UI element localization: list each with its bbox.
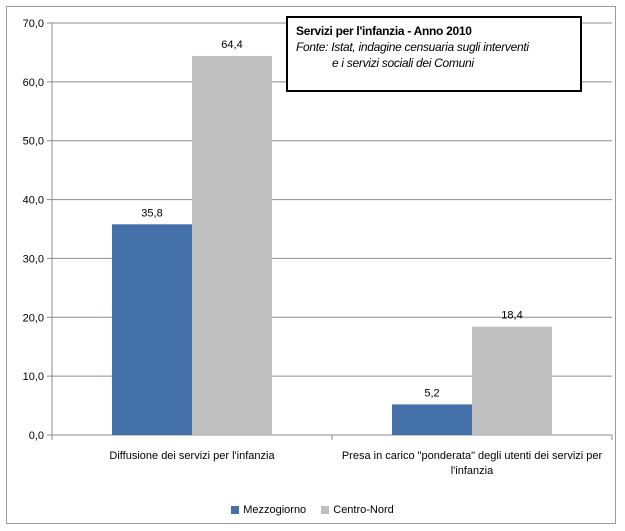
chart-title-box: Servizi per l'infanzia - Anno 2010 Fonte… xyxy=(286,16,582,92)
y-tick-label: 70,0 xyxy=(23,18,44,30)
legend-item-mezzogiorno: Mezzogiorno xyxy=(231,504,306,516)
data-label: 35,8 xyxy=(141,207,162,219)
y-tick-label: 10,0 xyxy=(23,371,44,383)
y-tick-label: 50,0 xyxy=(23,136,44,148)
data-label: 18,4 xyxy=(501,310,522,322)
legend-label-mezzogiorno: Mezzogiorno xyxy=(243,504,307,517)
legend-item-centro-nord: Centro-Nord xyxy=(321,504,394,516)
chart-frame xyxy=(6,6,616,524)
legend-swatch-mezzogiorno xyxy=(231,506,240,515)
legend-swatch-centro-nord xyxy=(321,506,330,515)
chart-legend: Mezzogiorno Centro-Nord xyxy=(0,504,625,516)
chart-source-line-1: Fonte: Istat, indagine censuaria sugli i… xyxy=(296,40,529,54)
y-tick-label: 40,0 xyxy=(23,195,44,207)
chart-title: Servizi per l'infanzia - Anno 2010 xyxy=(296,24,472,38)
y-tick-label: 20,0 xyxy=(23,312,44,324)
chart-source-line-2: e i servizi sociali dei Comuni xyxy=(332,56,474,70)
bar-centro-nord xyxy=(472,326,552,435)
legend-label-centro-nord: Centro-Nord xyxy=(333,504,394,517)
y-tick-label: 60,0 xyxy=(23,77,44,89)
bar-mezzogiorno xyxy=(392,404,472,435)
y-tick-label: 30,0 xyxy=(23,253,44,265)
x-category-label: l'infanzia xyxy=(451,465,494,477)
x-category-label: Presa in carico "ponderata" degli utenti… xyxy=(342,450,603,462)
data-label: 5,2 xyxy=(424,387,439,399)
x-category-label: Diffusione dei servizi per l'infanzia xyxy=(109,450,275,462)
data-label: 64,4 xyxy=(221,39,242,51)
y-tick-label: 0,0 xyxy=(29,430,44,442)
bar-centro-nord xyxy=(192,55,272,436)
bar-mezzogiorno xyxy=(112,224,192,435)
